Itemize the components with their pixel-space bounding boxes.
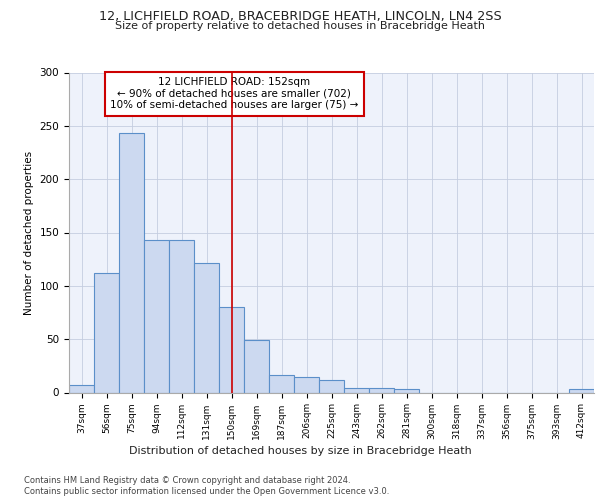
Bar: [94, 273, 119, 392]
Bar: [394, 390, 419, 392]
Bar: [294, 376, 319, 392]
Bar: [219, 307, 244, 392]
Bar: [369, 388, 394, 392]
Bar: [144, 240, 169, 392]
Y-axis label: Number of detached properties: Number of detached properties: [24, 150, 34, 314]
Text: 12 LICHFIELD ROAD: 152sqm
← 90% of detached houses are smaller (702)
10% of semi: 12 LICHFIELD ROAD: 152sqm ← 90% of detac…: [110, 78, 359, 110]
Bar: [269, 376, 294, 392]
Bar: [169, 240, 194, 392]
Bar: [244, 340, 269, 392]
Bar: [344, 388, 369, 392]
Text: Contains public sector information licensed under the Open Government Licence v3: Contains public sector information licen…: [24, 487, 389, 496]
Text: 12, LICHFIELD ROAD, BRACEBRIDGE HEATH, LINCOLN, LN4 2SS: 12, LICHFIELD ROAD, BRACEBRIDGE HEATH, L…: [98, 10, 502, 23]
Text: Distribution of detached houses by size in Bracebridge Heath: Distribution of detached houses by size …: [128, 446, 472, 456]
Bar: [569, 390, 594, 392]
Bar: [319, 380, 344, 392]
Text: Size of property relative to detached houses in Bracebridge Heath: Size of property relative to detached ho…: [115, 21, 485, 31]
Bar: [69, 385, 94, 392]
Text: Contains HM Land Registry data © Crown copyright and database right 2024.: Contains HM Land Registry data © Crown c…: [24, 476, 350, 485]
Bar: [119, 134, 144, 392]
Bar: [194, 264, 219, 392]
